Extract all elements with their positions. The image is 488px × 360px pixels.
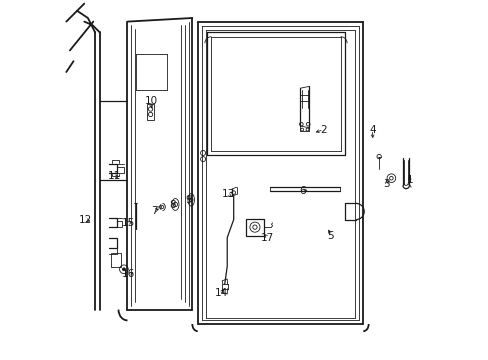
- Text: 4: 4: [368, 125, 375, 135]
- Text: 1: 1: [406, 175, 412, 185]
- Text: 6: 6: [298, 186, 305, 196]
- Text: 7: 7: [151, 206, 158, 216]
- Text: 16: 16: [122, 269, 135, 279]
- Text: 2: 2: [320, 125, 326, 135]
- Text: 11: 11: [108, 171, 122, 181]
- Text: 17: 17: [261, 233, 274, 243]
- Bar: [110, 253, 121, 267]
- Text: 14: 14: [214, 288, 227, 298]
- Text: 13: 13: [221, 189, 234, 199]
- Bar: [146, 104, 154, 120]
- Text: 9: 9: [185, 195, 192, 205]
- Text: 5: 5: [327, 231, 333, 241]
- Circle shape: [122, 268, 125, 271]
- Text: 8: 8: [169, 200, 176, 210]
- Text: 12: 12: [79, 215, 92, 225]
- Text: 15: 15: [122, 218, 135, 228]
- Text: 3: 3: [383, 179, 389, 189]
- Text: 10: 10: [144, 96, 157, 106]
- Bar: [246, 219, 263, 236]
